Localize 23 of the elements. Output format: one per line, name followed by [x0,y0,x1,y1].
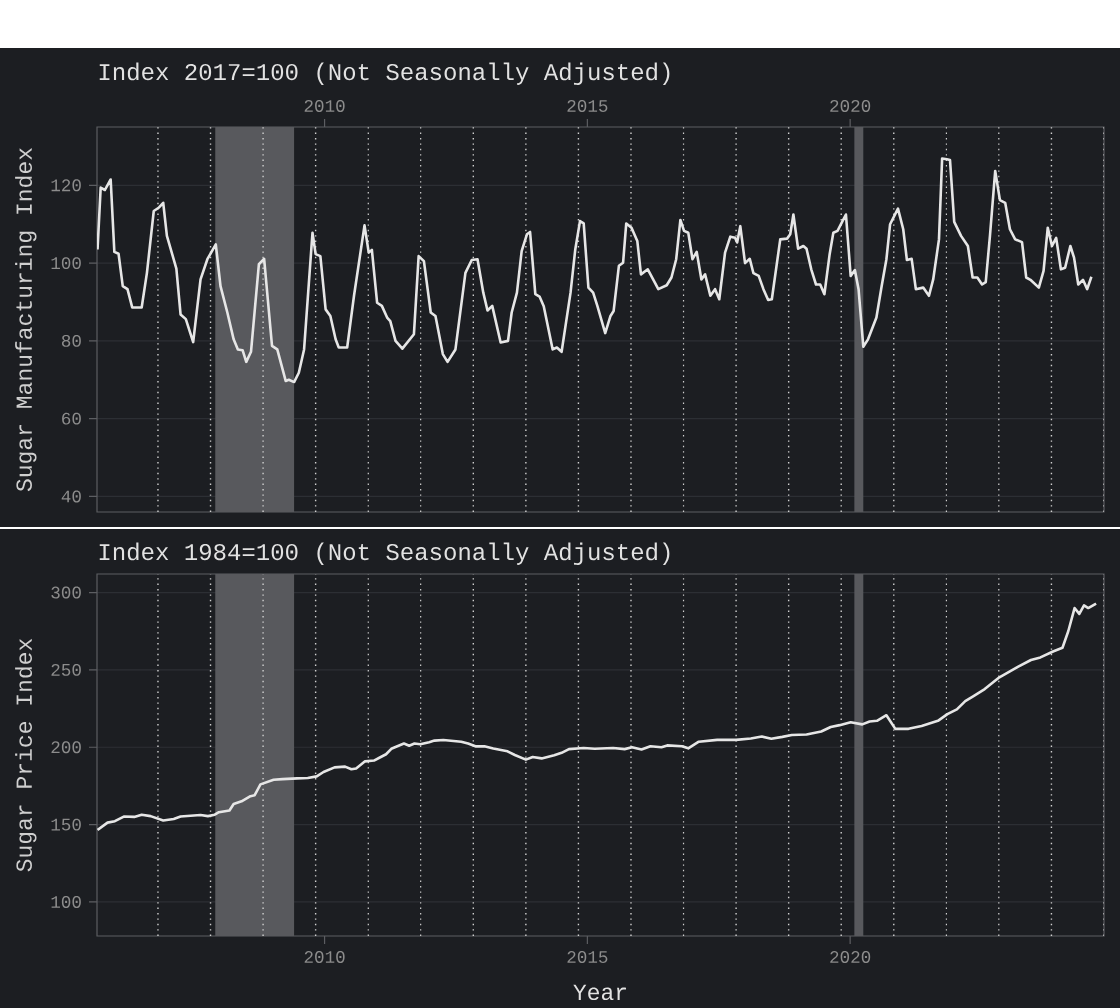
x-tick-label: 2020 [830,951,871,963]
y-tick-label: 40 [61,490,81,503]
y-tick-label: 150 [51,818,81,831]
y-tick-label: 250 [51,663,81,676]
x-tick-label: 2015 [567,99,608,112]
x-tick-label: 2020 [830,99,871,112]
chart-title: Index 1984=100 (Not Seasonally Adjusted) [99,542,670,565]
x-tick-label: 2010 [304,99,345,112]
y-tick-label: 100 [51,896,81,908]
y-tick-label: 80 [61,334,81,347]
y-axis-title: Sugar Manufacturing Index [15,148,37,492]
y-tick-label: 120 [51,179,81,192]
line-series [97,602,1098,832]
x-tick-label: 2015 [567,951,608,963]
line-series [97,157,1093,384]
x-axis-title: Year [573,984,627,1001]
x-tick-label: 2010 [304,951,345,963]
chart-title: Index 2017=100 (Not Seasonally Adjusted) [99,62,670,85]
y-tick-label: 100 [51,257,81,270]
y-tick-label: 300 [51,586,81,599]
y-tick-label: 60 [62,412,81,425]
y-tick-label: 200 [51,741,81,754]
y-axis-title: Sugar Price Index [15,638,37,872]
